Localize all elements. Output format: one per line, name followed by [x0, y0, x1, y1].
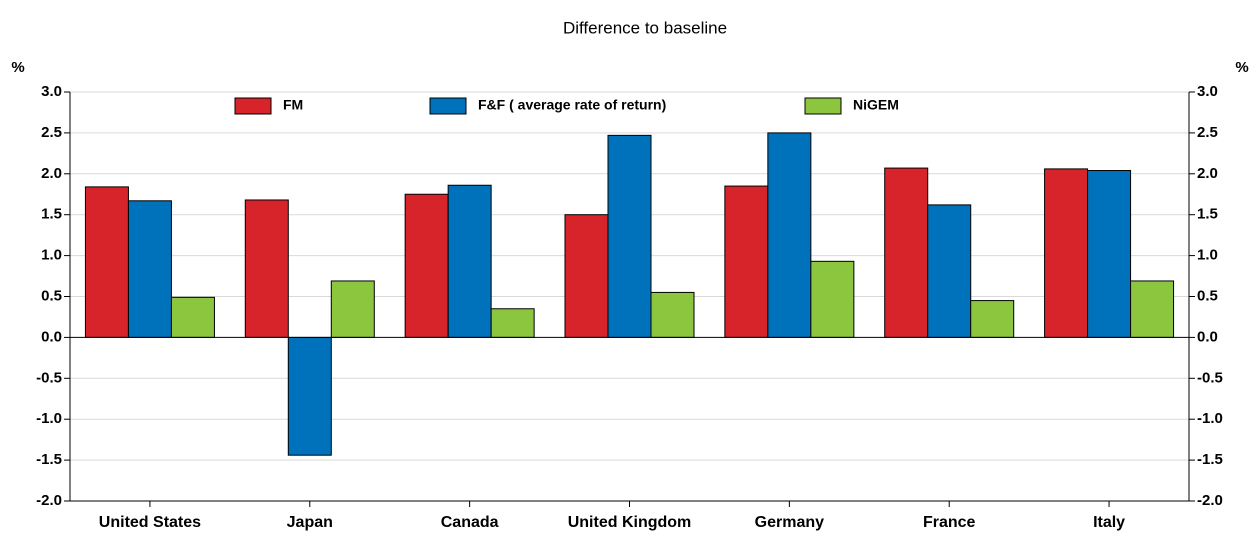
y-tick-label: -2.0 — [36, 492, 62, 509]
legend-swatch — [234, 97, 272, 115]
y2-axis-label: % — [1235, 59, 1248, 76]
y2-tick-label: -2.0 — [1197, 492, 1223, 509]
legend-swatch — [804, 97, 842, 115]
x-tick-label: Japan — [287, 514, 333, 531]
x-tick-label: United Kingdom — [568, 514, 692, 531]
y2-tick-label: 1.5 — [1197, 206, 1218, 223]
bar — [607, 134, 652, 338]
bar — [404, 193, 449, 338]
y-tick-label: 1.0 — [41, 247, 62, 264]
bar — [170, 296, 215, 338]
x-tick-label: Italy — [1093, 514, 1125, 531]
y2-tick-label: 0.0 — [1197, 328, 1218, 345]
legend-label: FM — [283, 97, 303, 113]
bar — [84, 186, 129, 338]
y-tick-label: 2.5 — [41, 124, 62, 141]
y-tick-label: -1.0 — [36, 410, 62, 427]
bar — [767, 132, 812, 338]
legend-label: F&F ( average rate of return) — [478, 97, 666, 113]
y2-tick-label: 0.5 — [1197, 287, 1218, 304]
chart-title: Difference to baseline — [563, 18, 727, 37]
x-tick-label: Germany — [755, 514, 824, 531]
x-tick-label: Canada — [441, 514, 499, 531]
bar — [447, 184, 492, 338]
bar — [564, 214, 609, 338]
y-tick-label: -0.5 — [36, 369, 62, 386]
bar — [927, 204, 972, 338]
y-tick-label: 1.5 — [41, 206, 62, 223]
y2-tick-label: -1.5 — [1197, 451, 1223, 468]
y2-tick-label: -1.0 — [1197, 410, 1223, 427]
bar — [127, 200, 172, 338]
y2-tick-label: 2.0 — [1197, 165, 1218, 182]
bar — [244, 199, 289, 338]
y-tick-label: -1.5 — [36, 451, 62, 468]
y2-tick-label: -0.5 — [1197, 369, 1223, 386]
y2-tick-label: 1.0 — [1197, 247, 1218, 264]
bar — [970, 300, 1015, 338]
bar — [490, 308, 535, 338]
y2-tick-label: 2.5 — [1197, 124, 1218, 141]
bar — [1130, 280, 1175, 338]
legend-swatch — [429, 97, 467, 115]
bar — [884, 167, 929, 338]
x-tick-label: United States — [99, 514, 201, 531]
x-tick-label: France — [923, 514, 976, 531]
bar — [1087, 170, 1132, 338]
bar — [330, 280, 375, 338]
bar — [287, 336, 332, 456]
y-axis-label: % — [11, 59, 24, 76]
y-tick-label: 0.0 — [41, 328, 62, 345]
legend-label: NiGEM — [853, 97, 899, 113]
y-tick-label: 2.0 — [41, 165, 62, 182]
y-tick-label: 0.5 — [41, 287, 62, 304]
bar — [724, 185, 769, 338]
y-tick-label: 3.0 — [41, 83, 62, 100]
bar — [810, 260, 855, 338]
y2-tick-label: 3.0 — [1197, 83, 1218, 100]
bar — [650, 291, 695, 338]
bar — [1044, 168, 1089, 338]
